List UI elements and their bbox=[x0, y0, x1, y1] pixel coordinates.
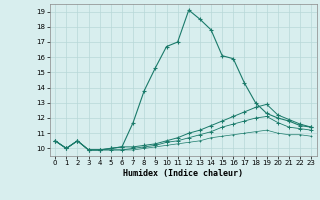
X-axis label: Humidex (Indice chaleur): Humidex (Indice chaleur) bbox=[123, 169, 243, 178]
